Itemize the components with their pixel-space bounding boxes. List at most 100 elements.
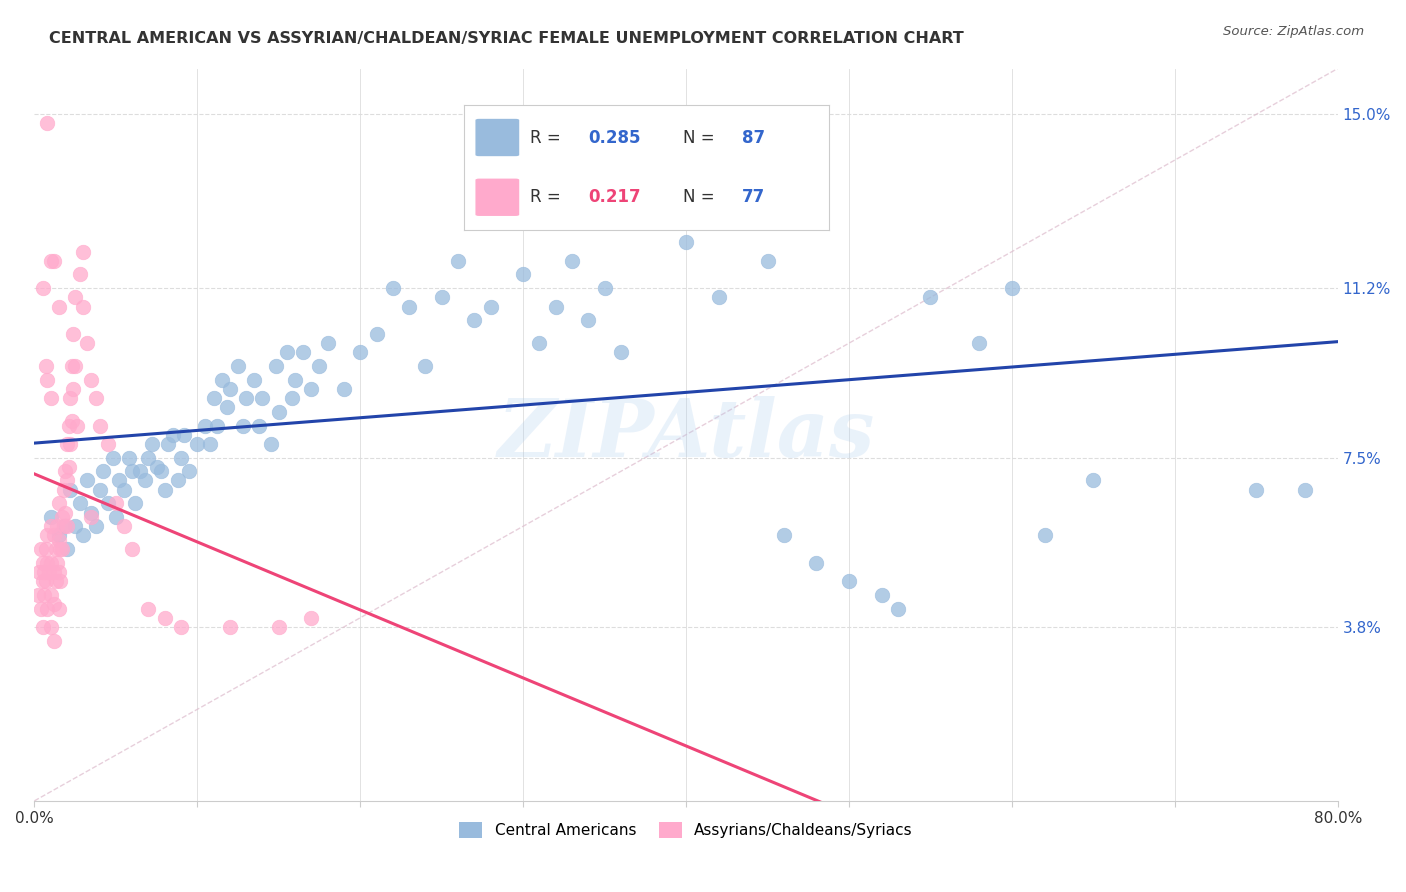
Point: [84, 519, 107, 533]
Point: [37, 373, 59, 387]
Point: [72, 244, 94, 259]
Point: [610, 345, 633, 359]
Point: [62, 326, 84, 341]
Point: [31, 281, 53, 295]
Point: [48, 601, 70, 615]
Point: [32, 565, 55, 579]
Point: [69, 268, 91, 282]
Point: [31, 556, 53, 570]
Point: [72, 300, 94, 314]
Point: [80, 506, 103, 520]
Point: [112, 483, 135, 497]
Point: [247, 418, 270, 433]
Point: [576, 313, 599, 327]
Point: [35, 359, 58, 373]
Point: [675, 235, 697, 250]
Point: [49, 542, 72, 557]
Point: [35, 542, 58, 557]
Point: [267, 620, 290, 634]
Point: [219, 620, 242, 634]
Point: [59, 391, 82, 405]
Point: [299, 382, 322, 396]
Point: [162, 427, 184, 442]
Point: [479, 300, 502, 314]
Point: [37, 601, 59, 615]
Point: [1246, 483, 1268, 497]
Point: [170, 620, 193, 634]
Point: [235, 391, 257, 405]
Point: [512, 268, 534, 282]
Point: [45, 574, 67, 589]
Point: [32, 588, 55, 602]
Point: [45, 542, 67, 557]
Legend: Central Americans, Assyrians/Chaldeans/Syriacs: Central Americans, Assyrians/Chaldeans/S…: [453, 816, 920, 845]
Point: [91, 464, 114, 478]
Point: [58, 459, 80, 474]
Point: [838, 574, 860, 589]
Point: [707, 290, 730, 304]
Point: [292, 345, 315, 359]
Point: [42, 633, 65, 648]
Point: [53, 464, 76, 478]
Point: [30, 601, 52, 615]
Point: [35, 574, 58, 589]
Point: [153, 483, 176, 497]
Point: [30, 542, 52, 557]
Point: [887, 601, 910, 615]
Point: [259, 437, 281, 451]
Point: [920, 290, 942, 304]
Point: [48, 300, 70, 314]
Point: [31, 574, 53, 589]
Point: [463, 313, 485, 327]
Point: [27, 588, 49, 602]
Point: [756, 253, 779, 268]
Point: [215, 401, 238, 415]
Point: [46, 556, 69, 570]
Point: [333, 382, 356, 396]
Point: [48, 565, 70, 579]
Point: [39, 556, 62, 570]
Point: [52, 483, 75, 497]
Point: [150, 464, 173, 478]
Point: [89, 418, 111, 433]
Point: [194, 418, 217, 433]
Point: [593, 281, 616, 295]
Point: [252, 391, 274, 405]
Point: [66, 418, 89, 433]
Point: [170, 450, 193, 465]
Text: CENTRAL AMERICAN VS ASSYRIAN/CHALDEAN/SYRIAC FEMALE UNEMPLOYMENT CORRELATION CHA: CENTRAL AMERICAN VS ASSYRIAN/CHALDEAN/SY…: [49, 31, 965, 46]
Point: [42, 528, 65, 542]
Point: [37, 116, 59, 130]
Point: [46, 519, 69, 533]
Text: Source: ZipAtlas.com: Source: ZipAtlas.com: [1223, 25, 1364, 38]
Point: [56, 519, 79, 533]
Point: [72, 528, 94, 542]
Point: [430, 290, 453, 304]
Point: [60, 359, 83, 373]
Point: [138, 601, 160, 615]
Point: [118, 450, 141, 465]
Point: [39, 391, 62, 405]
Point: [232, 418, 254, 433]
Point: [56, 542, 79, 557]
Point: [1294, 483, 1316, 497]
Point: [316, 336, 339, 351]
Point: [267, 405, 290, 419]
Point: [186, 437, 208, 451]
Point: [63, 519, 86, 533]
Point: [415, 359, 437, 373]
Point: [141, 437, 163, 451]
Point: [104, 496, 127, 510]
Point: [205, 418, 228, 433]
Point: [58, 418, 80, 433]
Point: [129, 464, 152, 478]
Point: [211, 373, 233, 387]
Point: [173, 427, 195, 442]
Point: [28, 565, 51, 579]
Point: [63, 359, 86, 373]
Point: [544, 300, 567, 314]
Point: [37, 528, 59, 542]
Point: [56, 474, 79, 488]
Point: [179, 464, 201, 478]
Point: [59, 483, 82, 497]
